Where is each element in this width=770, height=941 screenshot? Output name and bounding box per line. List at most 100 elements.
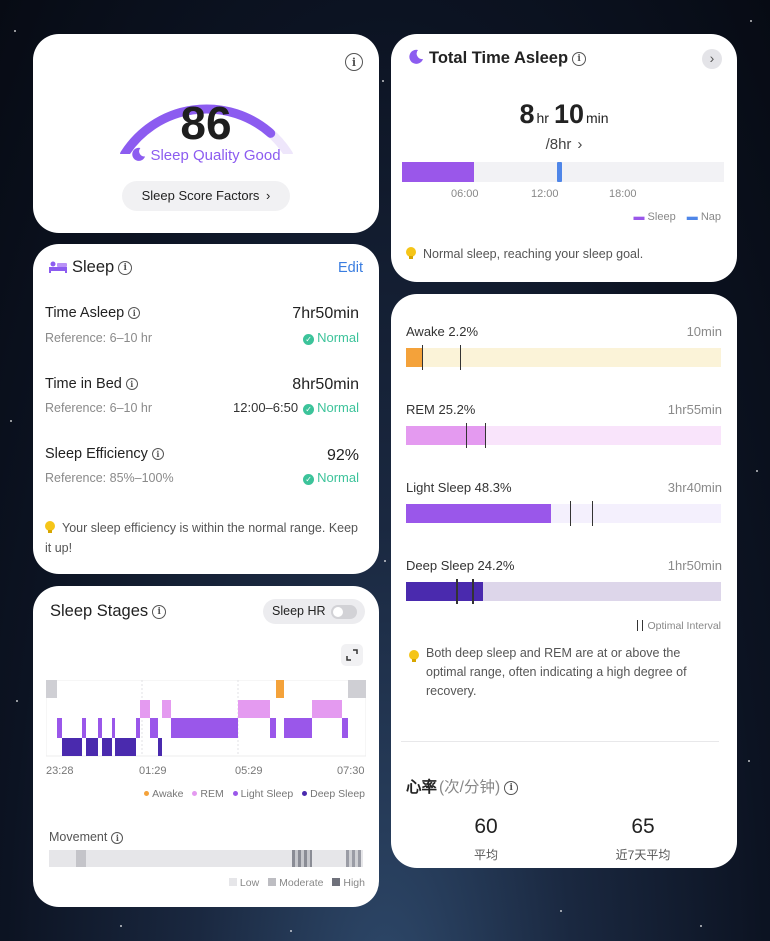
stage-breakdown-card: Awake 2.2% 10min REM 25.2% 1hr55min Light Sl… [391, 294, 737, 868]
sleep-goal[interactable]: /8hr › [391, 136, 737, 153]
stage-bar-track [406, 579, 721, 604]
sleep-quality-text: Sleep Quality Good [150, 147, 281, 164]
hypnogram-segment-light [112, 718, 115, 738]
time-asleep-title: Time Asleep i [45, 305, 141, 321]
optimal-interval-tick [456, 579, 458, 604]
sleep-stages-header: Sleep Stages i [50, 602, 167, 621]
legend-rem: REM [200, 788, 224, 800]
stage-label: Light Sleep 48.3% [406, 480, 512, 495]
chevron-right-icon: › [266, 188, 271, 203]
hypnogram-segment-deep [158, 738, 162, 756]
expand-icon[interactable] [341, 644, 363, 666]
stage-label: Deep Sleep 24.2% [406, 558, 515, 573]
time-asleep-reference: Reference: 6–10 hr [45, 331, 153, 345]
sleep-tip: Your sleep efficiency is within the norm… [45, 518, 365, 558]
sleep-hr-toggle[interactable]: Sleep HR [263, 599, 365, 624]
total-time-asleep-card[interactable]: Total Time Asleep i › 8 hr 10 min /8hr › 06:0… [391, 34, 737, 282]
stage-bar-track [406, 345, 721, 370]
stage-duration: 10min [686, 324, 722, 339]
heart-rate-week-label: 近7天平均 [615, 848, 671, 862]
movement-bar [49, 850, 363, 867]
info-icon[interactable]: i [345, 53, 363, 71]
rem-legend-dot [192, 791, 198, 796]
stage-label: REM 25.2% [406, 402, 476, 417]
hypnogram-segment-light [98, 718, 102, 738]
hypnogram-segment-deep [62, 738, 82, 756]
sleep-tip-text: Your sleep efficiency is within the norm… [45, 521, 359, 555]
heart-rate-header: 心率 (次/分钟) i [406, 775, 519, 797]
total-time-tip-text: Normal sleep, reaching your sleep goal. [423, 247, 644, 261]
sleep-score-factors-label: Sleep Score Factors [141, 188, 260, 203]
sleep-score-card: i 86 Sleep Quality Good Sleep Score Fact… [33, 34, 379, 233]
check-circle-icon: ✓ [303, 334, 315, 345]
hypnogram-segment-light [171, 718, 238, 738]
legend-low: Low [239, 877, 260, 889]
chevron-right-icon[interactable]: › [702, 49, 722, 69]
moon-icon [409, 49, 423, 64]
time-asleep-value: 7hr50min [292, 305, 359, 322]
sleep-score-factors-button[interactable]: Sleep Score Factors › [122, 181, 290, 211]
stages-tip: Both deep sleep and REM are at or above … [406, 644, 724, 701]
total-time-tip: Normal sleep, reaching your sleep goal. [406, 247, 643, 261]
stage-duration: 3hr40min [667, 480, 722, 495]
moderate-swatch [268, 878, 277, 886]
legend-light: Light Sleep [240, 788, 294, 800]
time-in-bed-status: 12:00–6:50 ✓ Normal [233, 400, 359, 415]
stage-bar-track [406, 501, 721, 526]
deep-legend-dot [302, 791, 308, 796]
edit-button[interactable]: Edit [338, 260, 363, 276]
hypnogram-segment-deep [115, 738, 136, 756]
total-duration: 8 hr 10 min [391, 99, 737, 130]
sleep-stages-title: Sleep Stages [50, 602, 149, 620]
info-icon[interactable]: i [125, 378, 138, 391]
timeline-tick-2: 18:00 [609, 188, 637, 200]
stage-duration: 1hr50min [667, 558, 722, 573]
optimal-interval-tick [459, 345, 462, 370]
check-circle-icon: ✓ [303, 404, 315, 415]
info-icon[interactable]: i [151, 448, 164, 461]
info-icon[interactable]: i [128, 307, 141, 320]
optimal-interval-label: Optimal Interval [647, 620, 721, 632]
toggle-switch[interactable] [331, 605, 357, 619]
sleep-hr-label: Sleep HR [272, 604, 326, 618]
stage-bar-fill [406, 348, 424, 367]
check-circle-icon: ✓ [303, 474, 315, 485]
info-icon[interactable]: i [118, 260, 133, 275]
timeline-now-marker [557, 162, 562, 182]
sleep-efficiency-value: 92% [326, 447, 359, 464]
timeline-tick-1: 12:00 [531, 188, 559, 200]
heart-rate-unit: (次/分钟) [439, 779, 501, 796]
sleep-stages-card: Sleep Stages i Sleep HR 23:28 01:29 05:29… [33, 586, 379, 907]
info-icon[interactable]: i [504, 780, 519, 795]
heart-rate-avg-label: 平均 [473, 848, 498, 862]
hypnogram-segment-rem [238, 700, 270, 718]
movement-segment-moderate [76, 850, 86, 867]
hypnogram-segment-rem [140, 700, 150, 718]
time-asleep-status: ✓ Normal [303, 330, 359, 345]
time-in-bed-title: Time in Bed i [45, 376, 138, 392]
timeline-legend: ▬ Sleep ▬ Nap [633, 211, 721, 223]
stages-tip-text: Both deep sleep and REM are at or above … [426, 646, 687, 698]
heart-rate-week-value: 65 [631, 815, 655, 838]
info-icon[interactable]: i [111, 831, 124, 844]
hypnogram-segment-light [57, 718, 62, 738]
optimal-interval-tick [484, 423, 487, 448]
sleep-quality-label: Sleep Quality Good [33, 147, 379, 164]
info-icon[interactable]: i [152, 604, 167, 619]
legend-nap: Nap [700, 211, 721, 223]
movement-segment-high [292, 850, 312, 867]
x-tick-1: 01:29 [139, 765, 167, 777]
sleep-score-value: 86 [180, 97, 232, 149]
hypnogram-segment-rem [312, 700, 342, 718]
lightbulb-icon [406, 247, 416, 259]
sleep-efficiency-title: Sleep Efficiency i [45, 446, 164, 462]
info-icon[interactable]: i [572, 51, 587, 66]
stage-duration: 1hr55min [667, 402, 722, 417]
total-time-header: Total Time Asleep i [408, 49, 587, 68]
movement-header: Movement i [49, 830, 124, 844]
total-time-title: Total Time Asleep [429, 49, 569, 67]
stage-bar-track [406, 423, 721, 448]
movement-title: Movement [49, 830, 108, 844]
optimal-interval-tick [465, 423, 468, 448]
lightbulb-icon [409, 650, 419, 662]
